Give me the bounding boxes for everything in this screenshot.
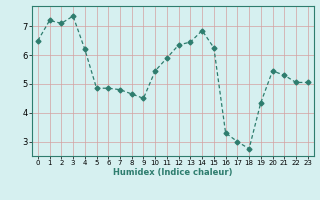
X-axis label: Humidex (Indice chaleur): Humidex (Indice chaleur) [113, 168, 233, 177]
